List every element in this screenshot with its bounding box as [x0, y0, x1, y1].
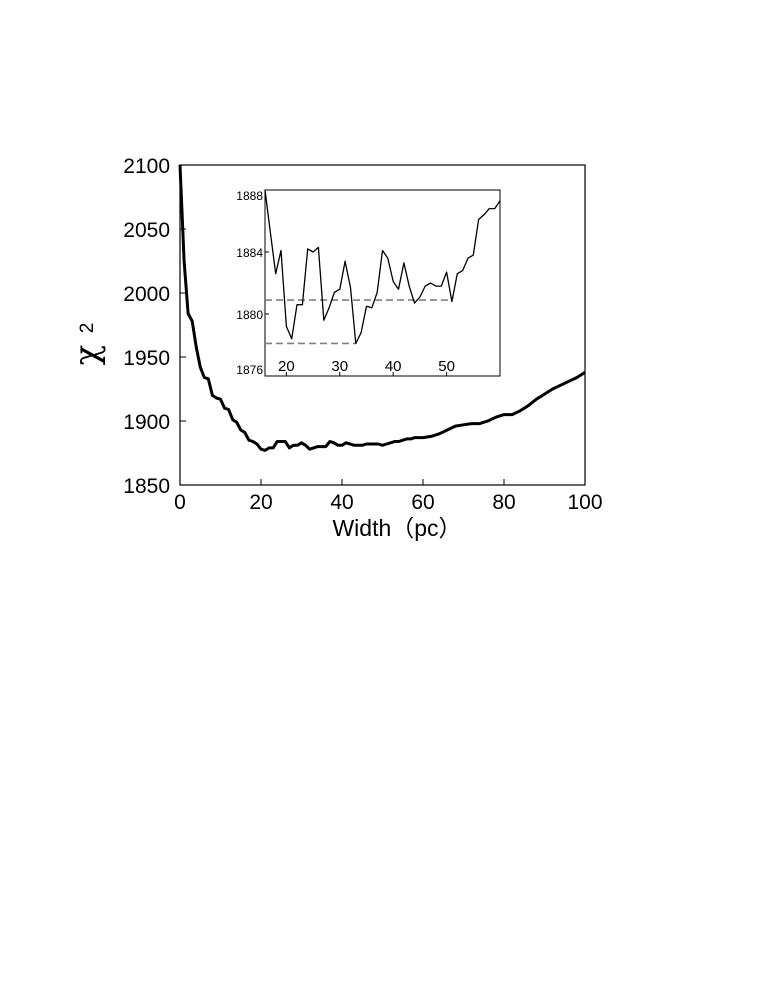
main-x-tick-label: 100: [567, 491, 602, 514]
main-x-tick-label: 60: [411, 491, 434, 514]
inset-ticks: [265, 189, 448, 377]
main-plot-frame: [179, 164, 586, 486]
inset-y-tick-label: 1880: [236, 308, 263, 322]
y-axis-label-superscript: 2: [77, 323, 98, 334]
main-y-axis-label: χ 2: [67, 323, 107, 366]
inset-y-tick-label: 1888: [236, 189, 263, 203]
main-y-tick-label: 2100: [123, 155, 170, 178]
inset-x-tick-label: 40: [385, 358, 402, 375]
main-y-tick-label: 2000: [123, 283, 170, 306]
inset-x-tick-label: 50: [438, 358, 455, 375]
main-y-tick-label: 1850: [123, 475, 170, 498]
inset-tick-labels: 20 30 40 50 1876 1880 1884 1888: [236, 189, 455, 377]
main-x-axis-label: Width（pc）: [332, 515, 461, 541]
main-x-tick-label: 80: [492, 491, 515, 514]
inset-reference-lines: [265, 299, 452, 345]
inset-plot: 20 30 40 50 1876 1880 1884 1888: [236, 189, 501, 377]
main-x-tick-label: 20: [249, 491, 272, 514]
inset-plot-frame: [264, 189, 501, 377]
main-y-tick-label: 1900: [123, 411, 170, 434]
inset-x-tick-label: 20: [278, 358, 295, 375]
main-y-tick-label: 2050: [123, 219, 170, 242]
main-series-line: [178, 164, 586, 452]
inset-x-tick-label: 30: [331, 358, 348, 375]
y-axis-label-chi: χ: [67, 345, 107, 366]
main-x-tick-label: 40: [330, 491, 353, 514]
inset-y-tick-label: 1884: [236, 246, 263, 260]
inset-y-tick-label: 1876: [236, 363, 263, 377]
inset-series-line: [264, 189, 501, 345]
main-y-tick-label: 1950: [123, 347, 170, 370]
main-x-tick-label: 0: [174, 491, 186, 514]
